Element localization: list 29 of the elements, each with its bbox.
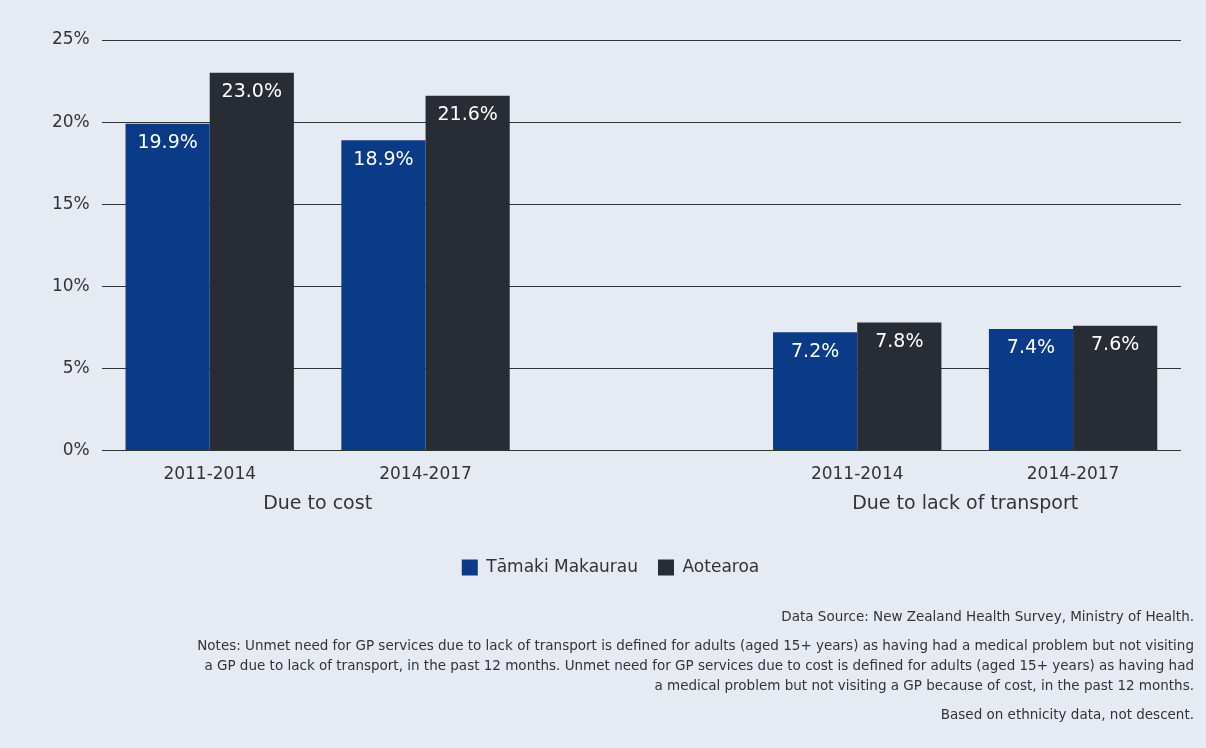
y-tick-label: 25% — [51, 28, 90, 49]
text: Notes: Unmet need for GP services due to lack of transport is defined for adults (aged 15+ years) as having had a medical problem but not visiting a GP due to lack of transport, in the past 12 months. Unmet need for GP services due to cost is defined for adults (aged 15+ years) as having had a medical problem but not visiting a GP because of cost, in the past 12 months. — [196, 636, 1194, 695]
bar — [773, 332, 858, 451]
y-tick-label: 5% — [62, 356, 90, 377]
data-label: 21.6% — [437, 102, 498, 125]
text: Based on ethnicity data, not descent. — [939, 705, 1194, 724]
data-label: 23.0% — [221, 79, 282, 102]
x-tick-label: 2011-2014 — [163, 463, 257, 484]
bar — [341, 140, 426, 451]
bar — [988, 329, 1074, 451]
bar — [125, 123, 210, 451]
legend-label: Tāmaki Makaurau — [485, 555, 639, 576]
x-tick-label: 2014-2017 — [379, 463, 472, 484]
text: Due to cost — [263, 491, 373, 514]
y-tick-label: 0% — [62, 439, 90, 460]
data-label: 19.9% — [137, 130, 198, 153]
x-tick-label: 2011-2014 — [810, 463, 904, 484]
y-tick-label: 15% — [51, 192, 90, 213]
data-label: 7.4% — [1006, 335, 1056, 358]
legend-label: Aotearoa — [682, 555, 760, 576]
data-label: 7.8% — [875, 328, 924, 351]
text: Due to lack of transport — [852, 491, 1079, 514]
y-tick-label: 20% — [51, 110, 90, 131]
data-label: 7.6% — [1091, 332, 1140, 355]
data-label: 7.2% — [791, 338, 840, 361]
y-tick-label: 10% — [51, 274, 90, 295]
x-tick-label: 2014-2017 — [1026, 463, 1120, 484]
data-label: 18.9% — [353, 146, 414, 169]
source-note: Data Source: New Zealand Health Survey, Ministry of Health. — [780, 607, 1194, 626]
